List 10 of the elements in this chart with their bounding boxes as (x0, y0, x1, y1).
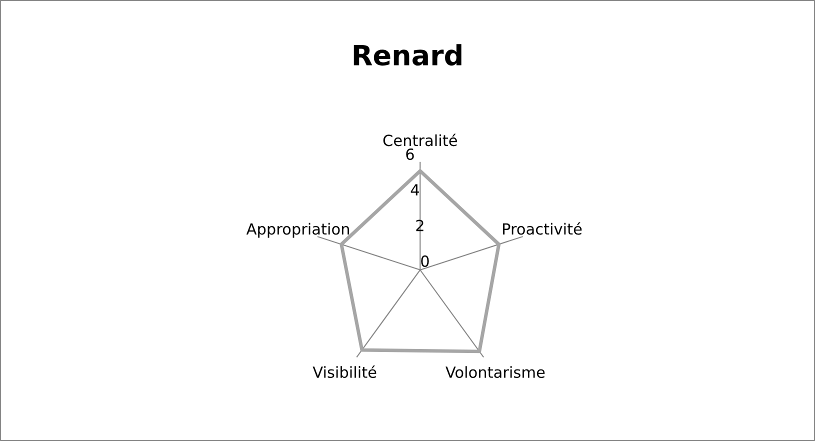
spoke-label: Visibilité (312, 366, 376, 378)
y-tick-label: 6 (406, 148, 414, 160)
y-tick-label: 0 (421, 255, 429, 267)
spoke-label: Proactivité (503, 222, 582, 235)
y-tick-label: 4 (410, 184, 419, 196)
y-tick-label: 2 (416, 220, 424, 232)
spoke-label: Volontarisme (446, 366, 545, 378)
spoke-label: Centralité (383, 134, 457, 146)
chart-title: Renard (354, 44, 462, 66)
spoke-label: Appropriation (246, 222, 349, 238)
